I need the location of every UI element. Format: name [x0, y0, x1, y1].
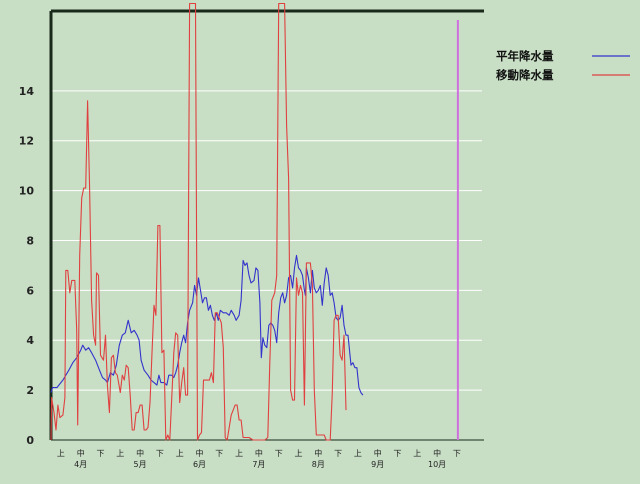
- x-dekad-label: 上: [176, 449, 184, 458]
- x-dekad-label: 上: [116, 449, 124, 458]
- x-dekad-label: 下: [334, 449, 342, 458]
- x-dekad-label: 中: [196, 448, 204, 458]
- x-dekad-label: 中: [136, 448, 144, 458]
- x-month-label: 6月: [193, 460, 206, 469]
- y-tick-labels: 0 2 4 6 8 10 12 14: [19, 85, 35, 447]
- x-tick-labels: 上 中 下 上 中 下 上 中 下 上 中 下 上 中 下 上 中 下 上 中 下 4月 5月 6月 7月 8月 9月 10月: [57, 448, 461, 469]
- legend-label: 平年降水量: [496, 49, 554, 63]
- x-dekad-label: 中: [433, 448, 441, 458]
- y-tick-label: 6: [26, 284, 34, 297]
- legend-label: 移動降水量: [496, 68, 554, 82]
- y-tick-label: 2: [26, 384, 34, 397]
- x-dekad-label: 中: [374, 448, 382, 458]
- x-dekad-label: 上: [354, 449, 362, 458]
- y-tick-label: 14: [19, 85, 35, 98]
- x-dekad-label: 下: [215, 449, 223, 458]
- x-dekad-label: 中: [255, 448, 263, 458]
- y-tick-label: 10: [19, 185, 35, 198]
- x-dekad-label: 上: [413, 449, 421, 458]
- x-dekad-label: 下: [97, 449, 105, 458]
- x-dekad-label: 下: [156, 449, 164, 458]
- y-tick-label: 0: [26, 434, 34, 447]
- y-tick-label: 12: [19, 135, 34, 148]
- x-dekad-label: 上: [235, 449, 243, 458]
- x-dekad-label: 下: [453, 449, 461, 458]
- series-lines: [50, 2, 364, 441]
- x-dekad-label: 下: [394, 449, 402, 458]
- x-dekad-label: 上: [295, 449, 303, 458]
- series-line-moving: [50, 2, 347, 441]
- x-month-label: 8月: [312, 460, 325, 469]
- x-month-label: 5月: [134, 460, 147, 469]
- y-tick-label: 4: [26, 334, 34, 347]
- x-dekad-label: 中: [77, 448, 85, 458]
- axes: [49, 9, 484, 441]
- x-dekad-label: 中: [314, 448, 322, 458]
- x-month-label: 10月: [428, 460, 446, 469]
- series-line-normal: [50, 254, 364, 396]
- y-tick-label: 8: [26, 234, 34, 247]
- x-month-label: 7月: [252, 460, 265, 469]
- x-month-label: 9月: [371, 460, 384, 469]
- x-month-label: 4月: [74, 460, 87, 469]
- x-dekad-label: 下: [275, 449, 283, 458]
- grid-lines: [51, 90, 482, 391]
- x-dekad-label: 上: [57, 449, 65, 458]
